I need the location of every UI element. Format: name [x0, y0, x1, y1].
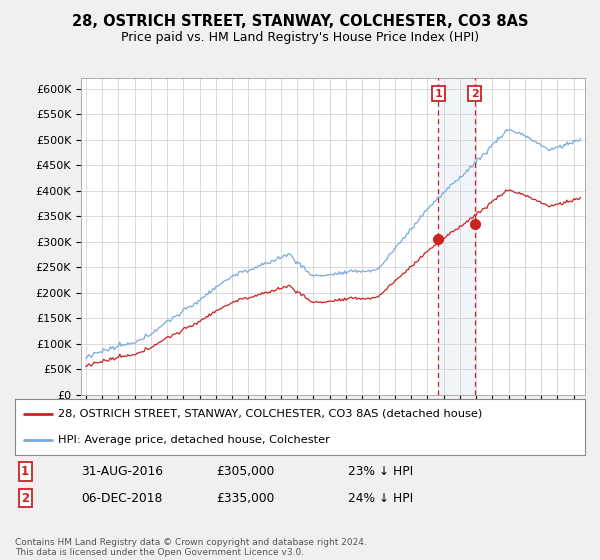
Text: Contains HM Land Registry data © Crown copyright and database right 2024.
This d: Contains HM Land Registry data © Crown c…	[15, 538, 367, 557]
Text: 28, OSTRICH STREET, STANWAY, COLCHESTER, CO3 8AS: 28, OSTRICH STREET, STANWAY, COLCHESTER,…	[72, 14, 528, 29]
Text: 1: 1	[434, 88, 442, 99]
Text: 31-AUG-2016: 31-AUG-2016	[81, 465, 163, 478]
Text: £305,000: £305,000	[216, 465, 274, 478]
Text: 24% ↓ HPI: 24% ↓ HPI	[348, 492, 413, 505]
Text: 1: 1	[21, 465, 29, 478]
Text: £335,000: £335,000	[216, 492, 274, 505]
Bar	[438, 78, 475, 395]
Text: HPI: Average price, detached house, Colchester: HPI: Average price, detached house, Colc…	[58, 435, 329, 445]
Text: 06-DEC-2018: 06-DEC-2018	[81, 492, 163, 505]
Text: 23% ↓ HPI: 23% ↓ HPI	[348, 465, 413, 478]
Text: 2: 2	[21, 492, 29, 505]
Text: 28, OSTRICH STREET, STANWAY, COLCHESTER, CO3 8AS (detached house): 28, OSTRICH STREET, STANWAY, COLCHESTER,…	[58, 409, 482, 419]
Text: 2: 2	[471, 88, 479, 99]
Text: Price paid vs. HM Land Registry's House Price Index (HPI): Price paid vs. HM Land Registry's House …	[121, 31, 479, 44]
